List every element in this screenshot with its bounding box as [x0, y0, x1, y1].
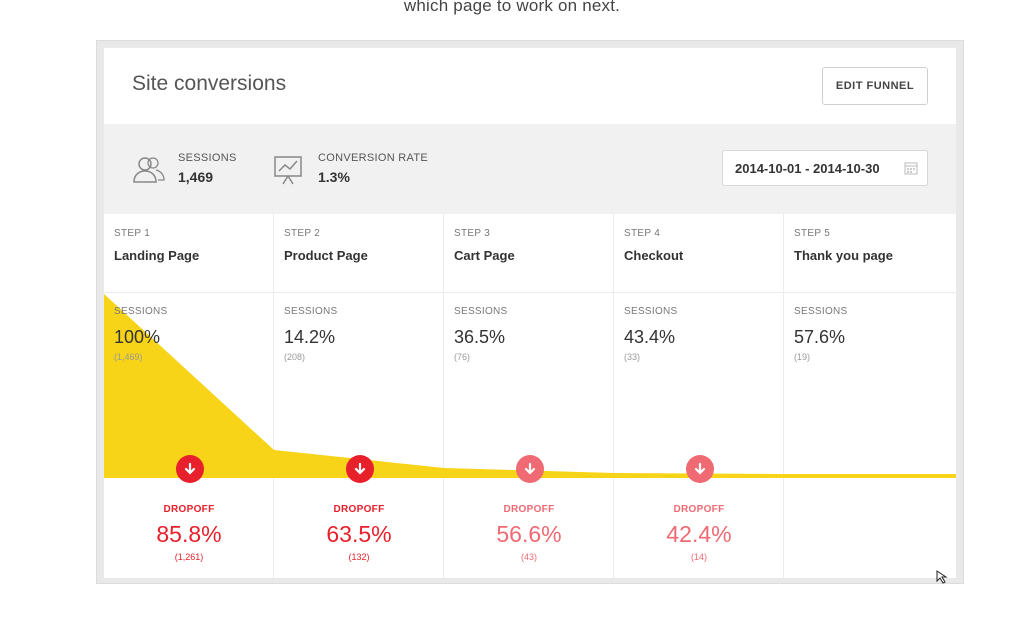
- dropoff-zone: [444, 475, 613, 578]
- dropoff-zone: [614, 475, 783, 578]
- step-column: [614, 214, 784, 578]
- dropoff-zone: [784, 475, 956, 578]
- date-range-value: 2014-10-01 - 2014-10-30: [735, 160, 880, 176]
- step-header[interactable]: [614, 214, 783, 293]
- date-range-picker[interactable]: 2014-10-01 - 2014-10-30: [722, 150, 928, 186]
- step-header[interactable]: [274, 214, 443, 293]
- dropoff-arrow-icon[interactable]: [176, 455, 204, 483]
- mouse-cursor-icon: [936, 570, 948, 584]
- step-header[interactable]: [444, 214, 613, 293]
- dropoff-arrow-icon[interactable]: [686, 455, 714, 483]
- funnel-steps: [104, 214, 956, 578]
- step-column: [274, 214, 444, 578]
- presentation-chart-icon: [274, 156, 302, 185]
- page-caption: which page to work on next.: [403, 0, 621, 15]
- funnel-card-frame: Site conversions EDIT FUNNEL SESSIONS 1,…: [96, 40, 964, 584]
- step-header[interactable]: [104, 214, 273, 293]
- dropoff-zone: [104, 475, 273, 578]
- step-column: [444, 214, 614, 578]
- sessions-stat: SESSIONS 1,469: [132, 152, 237, 186]
- card-header: Site conversions EDIT FUNNEL: [104, 48, 956, 124]
- conversion-stat: CONVERSION RATE 1.3%: [272, 152, 428, 186]
- dropoff-zone: [274, 475, 443, 578]
- dropoff-arrow-icon[interactable]: [516, 455, 544, 483]
- funnel-card: Site conversions EDIT FUNNEL SESSIONS 1,…: [104, 48, 956, 578]
- step-column: [104, 214, 274, 578]
- edit-funnel-button[interactable]: EDIT FUNNEL: [822, 67, 928, 105]
- dropoff-arrow-icon[interactable]: [346, 455, 374, 483]
- step-header[interactable]: [784, 214, 956, 293]
- users-icon: [133, 157, 165, 183]
- step-column: [784, 214, 956, 578]
- conversion-stat-label: CONVERSION RATE: [318, 152, 429, 164]
- sessions-stat-label: SESSIONS: [178, 152, 237, 164]
- calendar-icon: [904, 162, 918, 175]
- conversion-stat-value: 1.3%: [318, 169, 350, 185]
- stats-bar: SESSIONS 1,469 CONVERSION RATE 1.3% 2014…: [104, 124, 956, 214]
- sessions-stat-value: 1,469: [178, 169, 214, 185]
- card-title: Site conversions: [132, 72, 287, 95]
